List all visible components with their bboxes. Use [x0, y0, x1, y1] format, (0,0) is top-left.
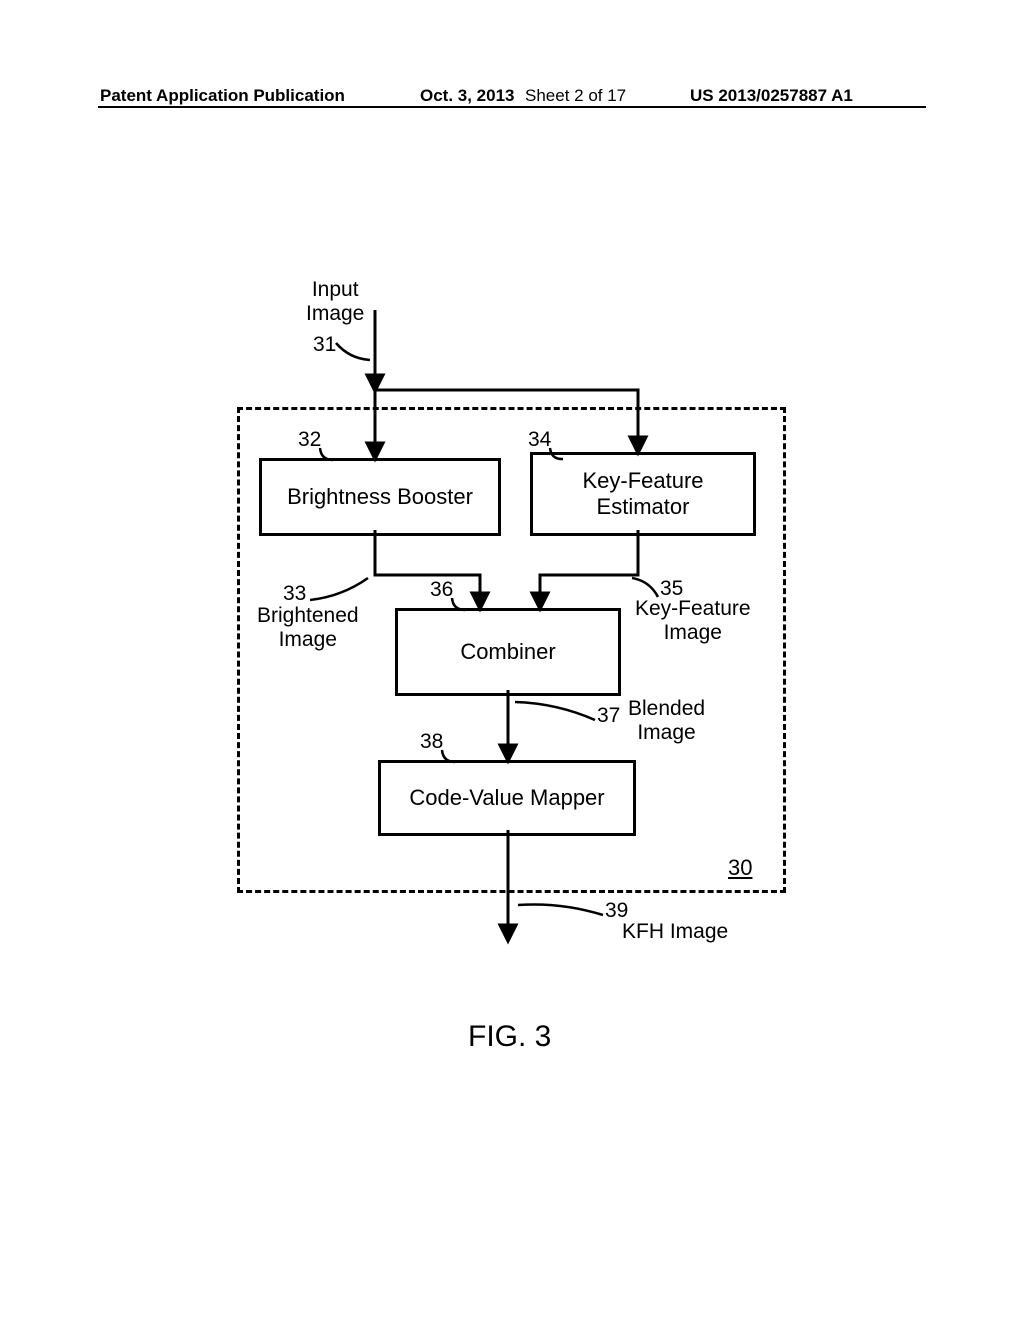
arrow-bb-to-comb	[375, 530, 480, 608]
leader-h35	[632, 578, 658, 597]
leader-h31	[336, 343, 370, 360]
leader-h37	[515, 702, 595, 720]
arrow-split-right	[375, 390, 638, 452]
leader-h36	[452, 598, 465, 610]
leader-h39	[518, 904, 603, 915]
leader-h32	[320, 448, 333, 460]
flow-lines	[0, 0, 1024, 1320]
figure-3: Brightness Booster Key-FeatureEstimator …	[0, 0, 1024, 1320]
leader-h33	[310, 578, 368, 600]
leader-h34	[550, 448, 563, 459]
arrow-kf-to-comb	[540, 530, 638, 608]
leader-h38	[442, 750, 455, 762]
